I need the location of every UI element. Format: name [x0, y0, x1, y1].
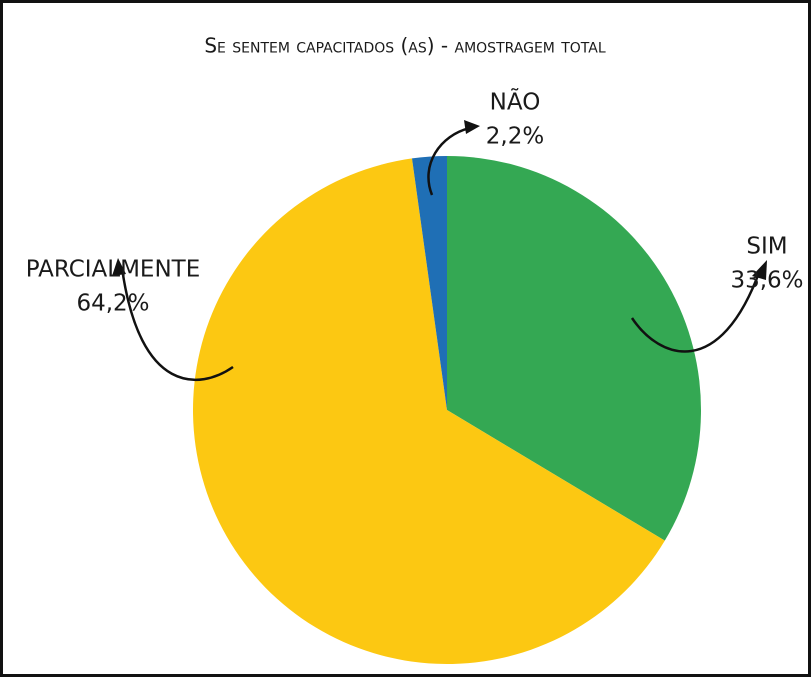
chart-title: Se sentem capacitados (as) - amostragem …	[204, 34, 606, 58]
pie-slice	[192, 158, 665, 664]
slice-value: 33,6%	[730, 268, 803, 294]
slice-label: SIM	[746, 234, 787, 260]
arrows	[112, 120, 767, 382]
slice-value: 64,2%	[76, 291, 149, 317]
slice-label: NÃO	[490, 88, 541, 116]
pie-slice	[412, 156, 447, 410]
slice-value: 2,2%	[486, 124, 544, 150]
arrow	[427, 126, 471, 196]
pie-slice	[447, 156, 701, 541]
slice-label: PARCIALMENTE	[26, 257, 201, 283]
arrowhead	[464, 120, 480, 134]
arrow	[630, 269, 762, 353]
arrow	[120, 267, 234, 382]
arrowhead	[752, 260, 767, 280]
arrowhead	[112, 258, 126, 276]
slices	[192, 156, 701, 664]
